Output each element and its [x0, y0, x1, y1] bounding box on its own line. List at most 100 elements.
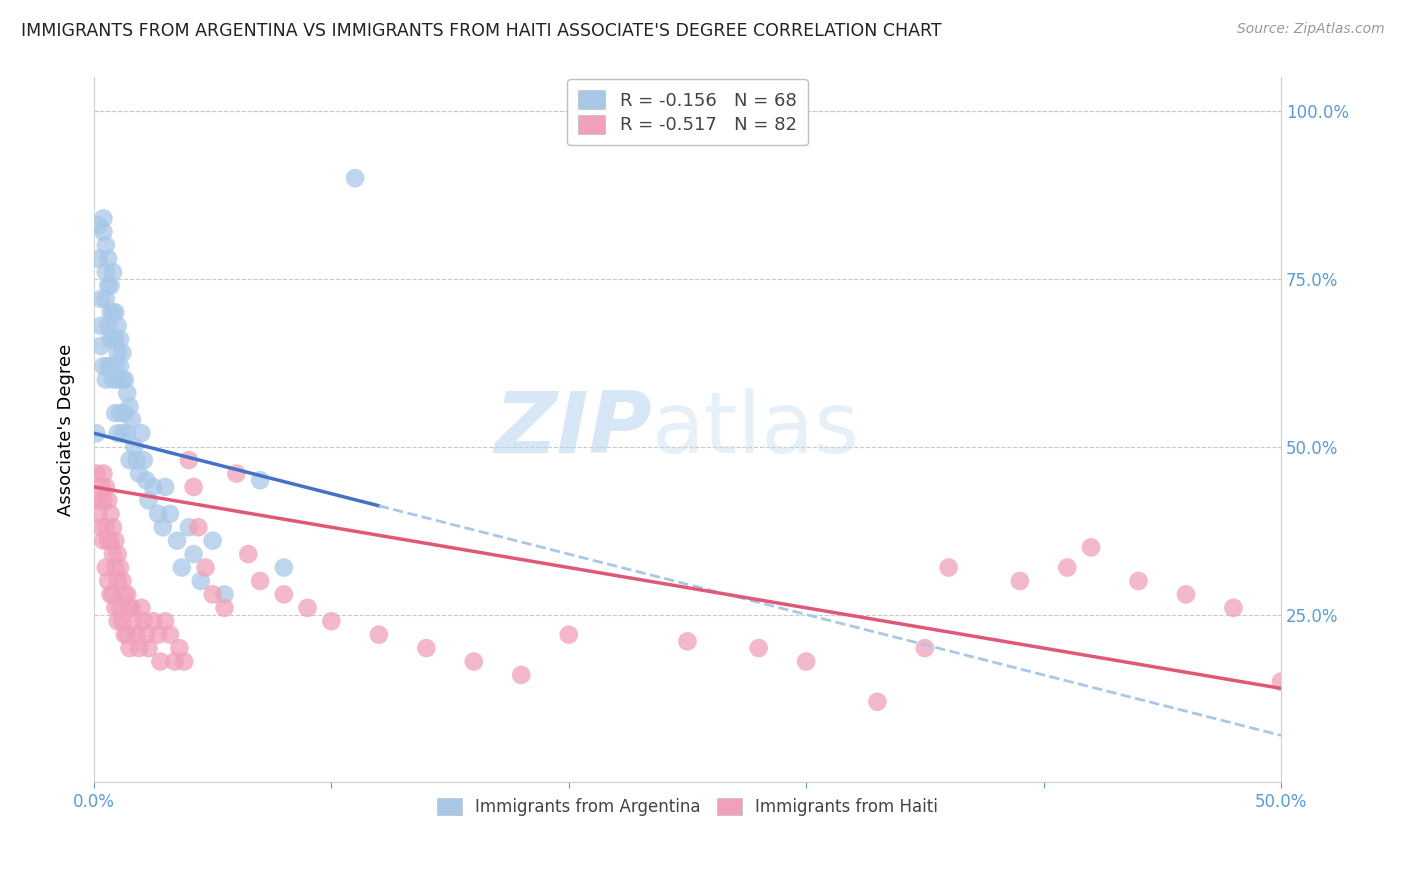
Point [118, 600, 141, 615]
Point [94, 238, 117, 252]
Point [94, 560, 117, 574]
Text: atlas: atlas [652, 388, 860, 471]
Point [108, 359, 131, 373]
Point [94, 265, 117, 279]
Point [87, 218, 110, 232]
Point [115, 386, 138, 401]
Point [94, 373, 117, 387]
Point [273, 587, 295, 601]
Point [104, 406, 127, 420]
Point [93, 225, 115, 239]
Point [115, 628, 138, 642]
Point [159, 507, 181, 521]
Point [104, 533, 127, 548]
Point [111, 373, 134, 387]
Point [87, 507, 110, 521]
Point [114, 587, 136, 601]
Point [111, 345, 134, 359]
Point [90, 480, 112, 494]
Point [107, 345, 129, 359]
Point [170, 560, 193, 574]
Point [163, 655, 186, 669]
Point [90, 520, 112, 534]
Point [321, 614, 343, 628]
Point [101, 305, 124, 319]
Point [87, 493, 110, 508]
Point [108, 332, 131, 346]
Point [177, 453, 200, 467]
Point [101, 265, 124, 279]
Point [87, 252, 110, 266]
Point [93, 359, 115, 373]
Point [104, 560, 127, 574]
Point [132, 614, 155, 628]
Point [114, 373, 136, 387]
Point [97, 278, 120, 293]
Point [173, 655, 195, 669]
Point [138, 493, 160, 508]
Point [97, 533, 120, 548]
Point [121, 413, 143, 427]
Point [142, 480, 165, 494]
Point [97, 493, 120, 508]
Point [97, 359, 120, 373]
Point [111, 614, 134, 628]
Point [100, 587, 122, 601]
Point [107, 574, 129, 588]
Point [866, 695, 889, 709]
Point [108, 406, 131, 420]
Text: ZIP: ZIP [494, 388, 652, 471]
Point [124, 614, 146, 628]
Point [1056, 560, 1078, 574]
Point [938, 560, 960, 574]
Point [153, 614, 176, 628]
Point [114, 628, 136, 642]
Point [201, 533, 224, 548]
Point [238, 547, 260, 561]
Point [93, 467, 115, 481]
Point [1175, 587, 1198, 601]
Point [100, 507, 122, 521]
Point [84, 467, 107, 481]
Point [344, 171, 367, 186]
Text: Source: ZipAtlas.com: Source: ZipAtlas.com [1237, 22, 1385, 37]
Point [93, 211, 115, 226]
Point [135, 628, 157, 642]
Point [100, 278, 122, 293]
Point [94, 480, 117, 494]
Point [94, 520, 117, 534]
Point [101, 587, 124, 601]
Point [124, 440, 146, 454]
Point [107, 373, 129, 387]
Point [558, 628, 581, 642]
Point [125, 453, 148, 467]
Point [1008, 574, 1031, 588]
Point [146, 628, 169, 642]
Point [273, 560, 295, 574]
Point [94, 292, 117, 306]
Point [1128, 574, 1150, 588]
Point [104, 305, 127, 319]
Point [93, 533, 115, 548]
Point [415, 641, 437, 656]
Point [97, 574, 120, 588]
Point [128, 641, 150, 656]
Point [249, 473, 271, 487]
Point [84, 426, 107, 441]
Point [1080, 541, 1102, 555]
Point [249, 574, 271, 588]
Point [146, 507, 169, 521]
Point [132, 453, 155, 467]
Point [118, 453, 141, 467]
Point [510, 668, 533, 682]
Point [111, 574, 134, 588]
Point [194, 560, 217, 574]
Point [794, 655, 817, 669]
Point [104, 359, 127, 373]
Point [177, 520, 200, 534]
Point [166, 533, 188, 548]
Point [169, 641, 191, 656]
Point [201, 587, 224, 601]
Point [118, 641, 141, 656]
Point [111, 426, 134, 441]
